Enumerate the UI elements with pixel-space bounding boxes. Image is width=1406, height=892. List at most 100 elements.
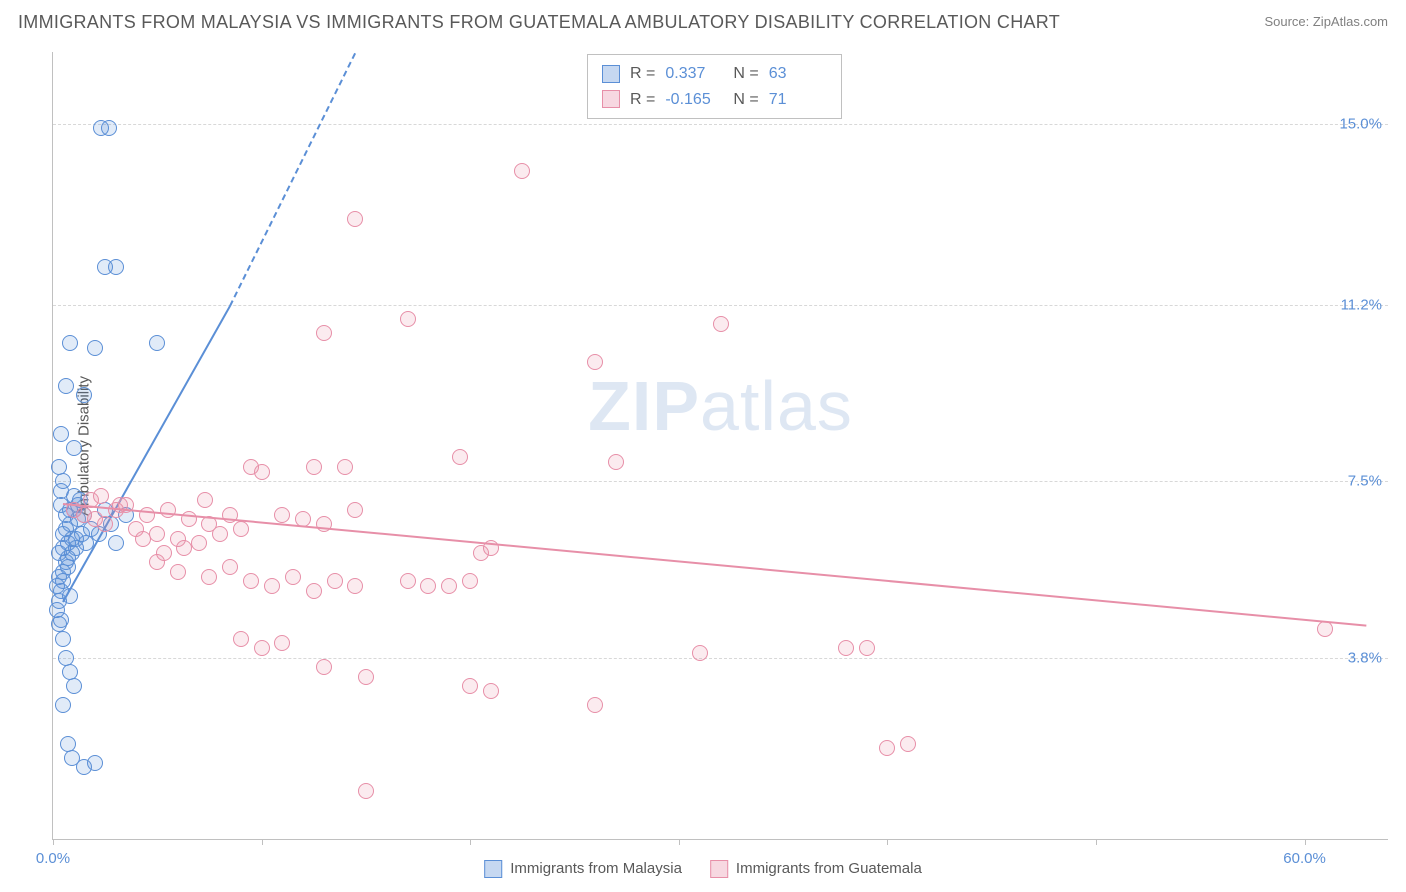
scatter-point-guatemala [462, 678, 478, 694]
r-label: R = [630, 87, 655, 113]
scatter-point-guatemala [400, 573, 416, 589]
y-tick-label: 11.2% [1341, 296, 1382, 313]
x-tick-mark [679, 839, 680, 845]
watermark-heavy: ZIP [588, 367, 700, 445]
n-value-malaysia: 63 [769, 61, 827, 87]
scatter-point-guatemala [358, 783, 374, 799]
scatter-plot-area: ZIPatlas R =0.337N =63R =-0.165N =71 3.8… [52, 52, 1388, 840]
r-label: R = [630, 61, 655, 87]
scatter-point-guatemala [254, 464, 270, 480]
stat-row-guatemala: R =-0.165N =71 [602, 87, 827, 113]
n-label: N = [733, 61, 758, 87]
scatter-point-guatemala [900, 736, 916, 752]
scatter-point-guatemala [452, 449, 468, 465]
scatter-point-guatemala [462, 573, 478, 589]
scatter-point-guatemala [274, 635, 290, 651]
y-tick-label: 7.5% [1348, 473, 1382, 490]
gridline [53, 481, 1388, 482]
scatter-point-guatemala [879, 740, 895, 756]
trend-line-dashed-malaysia [229, 53, 356, 307]
y-tick-label: 3.8% [1348, 649, 1382, 666]
scatter-point-guatemala [316, 659, 332, 675]
scatter-point-guatemala [483, 683, 499, 699]
gridline [53, 124, 1388, 125]
correlation-stat-box: R =0.337N =63R =-0.165N =71 [587, 54, 842, 119]
chart-title: IMMIGRANTS FROM MALAYSIA VS IMMIGRANTS F… [18, 12, 1060, 33]
scatter-point-malaysia [58, 521, 74, 537]
scatter-point-malaysia [62, 335, 78, 351]
scatter-point-guatemala [170, 564, 186, 580]
gridline [53, 305, 1388, 306]
x-tick-mark [1305, 839, 1306, 845]
scatter-point-guatemala [327, 573, 343, 589]
scatter-point-guatemala [587, 697, 603, 713]
scatter-point-guatemala [274, 507, 290, 523]
scatter-point-guatemala [347, 502, 363, 518]
x-tick-mark [262, 839, 263, 845]
scatter-point-guatemala [441, 578, 457, 594]
gridline [53, 658, 1388, 659]
scatter-point-malaysia [53, 612, 69, 628]
scatter-point-guatemala [233, 631, 249, 647]
scatter-point-guatemala [1317, 621, 1333, 637]
scatter-point-malaysia [55, 631, 71, 647]
scatter-point-guatemala [358, 669, 374, 685]
scatter-point-guatemala [337, 459, 353, 475]
y-tick-label: 15.0% [1339, 115, 1382, 132]
scatter-point-malaysia [51, 569, 67, 585]
legend: Immigrants from Malaysia Immigrants from … [484, 860, 922, 878]
scatter-point-guatemala [608, 454, 624, 470]
scatter-point-malaysia [87, 755, 103, 771]
x-tick-label: 60.0% [1283, 850, 1326, 867]
scatter-point-malaysia [66, 440, 82, 456]
scatter-point-guatemala [316, 325, 332, 341]
legend-swatch-malaysia [484, 860, 502, 878]
scatter-point-guatemala [264, 578, 280, 594]
scatter-point-malaysia [76, 387, 92, 403]
scatter-point-guatemala [176, 540, 192, 556]
stat-swatch-guatemala [602, 90, 620, 108]
scatter-point-guatemala [859, 640, 875, 656]
x-tick-mark [470, 839, 471, 845]
n-value-guatemala: 71 [769, 87, 827, 113]
watermark: ZIPatlas [588, 366, 853, 446]
scatter-point-guatemala [212, 526, 228, 542]
scatter-point-malaysia [55, 540, 71, 556]
scatter-point-malaysia [58, 378, 74, 394]
scatter-point-guatemala [201, 569, 217, 585]
source-attribution: Source: ZipAtlas.com [1264, 14, 1388, 29]
scatter-point-malaysia [53, 426, 69, 442]
r-value-malaysia: 0.337 [665, 61, 723, 87]
legend-label-guatemala: Immigrants from Guatemala [736, 860, 922, 877]
scatter-point-guatemala [400, 311, 416, 327]
scatter-point-guatemala [222, 559, 238, 575]
x-tick-mark [887, 839, 888, 845]
scatter-point-guatemala [713, 316, 729, 332]
scatter-point-guatemala [135, 531, 151, 547]
scatter-point-malaysia [108, 259, 124, 275]
stat-swatch-malaysia [602, 65, 620, 83]
watermark-light: atlas [700, 367, 853, 445]
scatter-point-guatemala [347, 578, 363, 594]
scatter-point-guatemala [838, 640, 854, 656]
scatter-point-guatemala [254, 640, 270, 656]
trend-line-guatemala [63, 503, 1367, 627]
scatter-point-guatemala [191, 535, 207, 551]
scatter-point-guatemala [306, 583, 322, 599]
scatter-point-malaysia [53, 483, 69, 499]
n-label: N = [733, 87, 758, 113]
scatter-point-guatemala [243, 573, 259, 589]
scatter-point-malaysia [87, 340, 103, 356]
x-tick-mark [1096, 839, 1097, 845]
scatter-point-guatemala [587, 354, 603, 370]
legend-item-guatemala: Immigrants from Guatemala [710, 860, 922, 878]
scatter-point-guatemala [285, 569, 301, 585]
scatter-point-malaysia [55, 697, 71, 713]
scatter-point-guatemala [97, 516, 113, 532]
scatter-point-guatemala [160, 502, 176, 518]
scatter-point-guatemala [692, 645, 708, 661]
scatter-point-malaysia [101, 120, 117, 136]
legend-item-malaysia: Immigrants from Malaysia [484, 860, 682, 878]
scatter-point-guatemala [149, 526, 165, 542]
scatter-point-malaysia [66, 678, 82, 694]
